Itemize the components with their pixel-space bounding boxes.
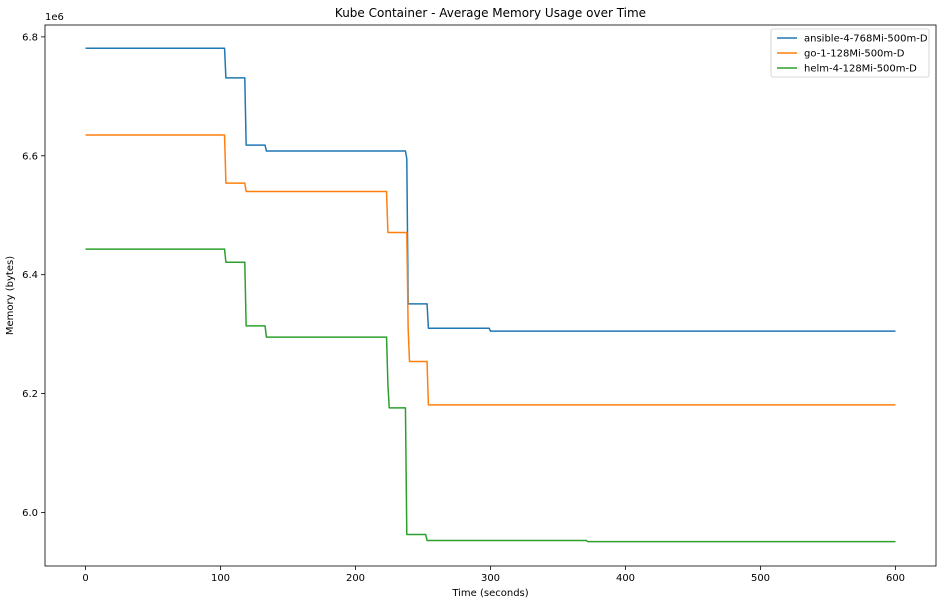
axes-frame: [44, 24, 937, 567]
y-tick-label: 6.2: [22, 389, 38, 400]
chart-title: Kube Container - Average Memory Usage ov…: [335, 6, 646, 20]
series-line-3: [85, 248, 896, 543]
x-tick-label: 0: [82, 573, 88, 584]
legend-entry-2: go-1-128Mi-500m-D: [804, 49, 905, 60]
legend-entry-3: helm-4-128Mi-500m-D: [804, 64, 917, 75]
legend-entry-1: ansible-4-768Mi-500m-D: [804, 34, 928, 45]
x-axis-label: Time (seconds): [451, 588, 528, 599]
y-tick-label: 6.4: [22, 270, 38, 281]
y-tick-label: 6.8: [22, 32, 38, 43]
y-axis-label: Memory (bytes): [5, 256, 16, 335]
plot-area: 0 100 200 300 400 500 600 6.0 6.2 6.4 6.6 6.8: [22, 24, 937, 584]
x-tick-label: 200: [346, 573, 365, 584]
series-line-1: [85, 47, 896, 332]
legend-box: [770, 28, 930, 78]
x-tick-label: 600: [886, 573, 905, 584]
x-tick-label: 500: [751, 573, 770, 584]
y-tick-label: 6.6: [22, 151, 38, 162]
x-tick-label: 400: [616, 573, 635, 584]
x-tick-label: 300: [481, 573, 500, 584]
legend: ansible-4-768Mi-500m-D go-1-128Mi-500m-D h…: [770, 28, 930, 78]
x-tick-label: 100: [211, 573, 230, 584]
y-axis-offset-text: 1e6: [45, 12, 64, 23]
y-tick-label: 6.0: [22, 508, 38, 519]
series-line-2: [85, 134, 896, 406]
